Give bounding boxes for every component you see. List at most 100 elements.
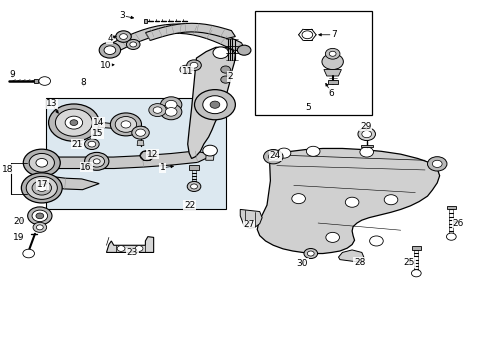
Circle shape — [93, 159, 100, 164]
Circle shape — [180, 65, 191, 74]
Circle shape — [37, 225, 43, 230]
Circle shape — [23, 149, 60, 176]
Circle shape — [203, 145, 217, 156]
Circle shape — [268, 153, 278, 160]
Circle shape — [99, 42, 121, 58]
Polygon shape — [145, 23, 235, 41]
Circle shape — [427, 157, 446, 171]
Circle shape — [131, 126, 149, 139]
Polygon shape — [187, 47, 235, 158]
Circle shape — [190, 62, 198, 68]
Text: 9: 9 — [10, 70, 16, 79]
Circle shape — [153, 107, 162, 113]
Circle shape — [116, 31, 131, 42]
Polygon shape — [446, 206, 455, 210]
Circle shape — [165, 100, 177, 109]
Circle shape — [55, 109, 92, 136]
Circle shape — [129, 42, 136, 47]
Circle shape — [33, 222, 46, 232]
Polygon shape — [105, 24, 244, 54]
Circle shape — [32, 210, 47, 222]
Circle shape — [84, 139, 99, 149]
Text: 3: 3 — [120, 11, 125, 20]
Polygon shape — [338, 250, 364, 262]
Text: 28: 28 — [353, 258, 365, 267]
Polygon shape — [205, 154, 214, 160]
Text: 6: 6 — [328, 89, 334, 98]
Circle shape — [89, 156, 104, 167]
Circle shape — [104, 46, 116, 54]
FancyBboxPatch shape — [254, 12, 371, 116]
Polygon shape — [323, 69, 341, 76]
Circle shape — [117, 246, 125, 251]
Circle shape — [194, 90, 235, 120]
Circle shape — [304, 248, 317, 258]
Text: 16: 16 — [80, 163, 92, 172]
Text: 17: 17 — [37, 180, 48, 189]
Circle shape — [36, 158, 47, 167]
Circle shape — [431, 160, 441, 167]
Circle shape — [28, 207, 52, 225]
Circle shape — [302, 31, 312, 39]
Text: 25: 25 — [403, 258, 414, 267]
Text: 29: 29 — [359, 122, 371, 131]
Circle shape — [190, 184, 197, 189]
Circle shape — [410, 270, 420, 277]
Circle shape — [135, 129, 145, 136]
Text: 20: 20 — [13, 217, 24, 226]
Text: 1: 1 — [159, 163, 165, 172]
Polygon shape — [143, 19, 146, 23]
Circle shape — [187, 181, 201, 192]
Circle shape — [88, 141, 96, 147]
Polygon shape — [106, 237, 153, 252]
Text: 10: 10 — [100, 61, 111, 70]
Text: 26: 26 — [451, 219, 463, 228]
Circle shape — [84, 152, 109, 170]
Circle shape — [325, 48, 339, 59]
Circle shape — [277, 148, 290, 158]
Circle shape — [213, 47, 228, 58]
Text: 11: 11 — [182, 67, 193, 76]
Polygon shape — [74, 120, 145, 131]
Circle shape — [37, 184, 46, 192]
Circle shape — [121, 121, 130, 128]
Circle shape — [110, 113, 141, 136]
Circle shape — [307, 251, 313, 256]
Polygon shape — [411, 246, 420, 250]
Circle shape — [186, 60, 201, 71]
Text: 30: 30 — [296, 259, 307, 268]
Circle shape — [39, 77, 50, 85]
Text: 12: 12 — [147, 150, 158, 159]
Circle shape — [321, 54, 343, 69]
Circle shape — [65, 116, 82, 129]
Circle shape — [29, 153, 54, 172]
Circle shape — [32, 181, 51, 195]
Circle shape — [135, 246, 142, 251]
Text: 18: 18 — [2, 165, 14, 174]
Text: 13: 13 — [46, 99, 58, 108]
Circle shape — [357, 128, 375, 140]
Circle shape — [263, 149, 283, 164]
Text: 4: 4 — [107, 34, 112, 43]
Circle shape — [48, 104, 99, 141]
Circle shape — [369, 236, 383, 246]
Text: 5: 5 — [305, 103, 310, 112]
Text: 23: 23 — [126, 248, 138, 257]
Circle shape — [203, 96, 226, 114]
Circle shape — [148, 104, 166, 117]
Circle shape — [359, 147, 373, 157]
Circle shape — [345, 197, 358, 207]
Circle shape — [70, 120, 78, 126]
Circle shape — [160, 104, 182, 120]
Text: 27: 27 — [243, 220, 254, 229]
Polygon shape — [257, 148, 439, 253]
Circle shape — [361, 131, 371, 138]
Text: 24: 24 — [269, 152, 280, 161]
Circle shape — [325, 232, 339, 242]
Circle shape — [237, 45, 250, 55]
Text: 14: 14 — [92, 118, 103, 127]
Polygon shape — [327, 80, 337, 84]
Text: 8: 8 — [81, 78, 86, 87]
Circle shape — [21, 173, 62, 203]
Circle shape — [120, 34, 127, 40]
